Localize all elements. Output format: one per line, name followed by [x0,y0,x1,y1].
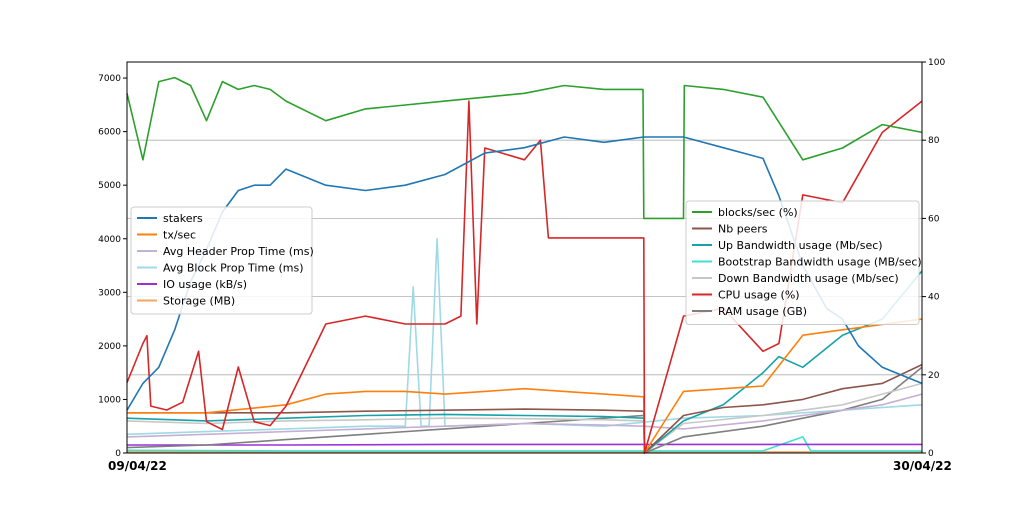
right-tick-label: 60 [928,214,940,224]
x-start-label: 09/04/22 [108,459,167,473]
series-line-io-usage-kb-s [127,443,922,446]
legend-box [685,200,920,325]
right-tick-label: 100 [928,58,945,68]
right-tick-label: 0 [928,449,934,459]
left-tick-label: 4000 [98,235,121,245]
left-tick-label: 0 [115,449,121,459]
left-tick-label: 2000 [98,342,121,352]
legend-entry-label: Avg Block Prop Time (ms) [163,262,304,275]
legend-entry-label: Bootstrap Bandwidth usage (MB/sec) [718,256,922,269]
series-line-blocks-sec [126,76,923,220]
legend-entry-label: Nb peers [718,223,768,236]
series-line-avg-block-prop-time-ms [126,238,923,436]
legend-entry-label: stakers [163,212,203,225]
series-line-tx-sec [127,318,923,454]
legend-entry-label: Up Bandwidth usage (Mb/sec) [718,239,883,252]
legend-entry-label: Storage (MB) [163,295,235,308]
legend-right: blocks/sec (%) Nb peers Up Bandwidth usage… [685,200,922,325]
legend-entry-label: blocks/sec (%) [718,206,798,219]
right-tick-label: 20 [928,371,940,381]
series-line-avg-header-prop-time-ms [126,393,923,438]
legend-entry-label: RAM usage (GB) [718,305,807,318]
legend-left: stakers tx/sec Avg Header Prop Time (ms) Av… [130,206,314,315]
legend-entry-label: Down Bandwidth usage (Mb/sec) [718,272,899,285]
left-tick-label: 6000 [98,128,121,138]
right-tick-label: 80 [928,136,940,146]
left-tick-label: 1000 [98,395,121,405]
legend-box [130,206,313,315]
right-axis-ticks: 0 20 40 60 80 100 [922,58,945,459]
plot-frame [126,61,923,454]
left-tick-label: 7000 [98,74,121,84]
left-axis-ticks: 0 1000 2000 3000 4000 5000 6000 7000 [98,74,127,459]
right-tick-label: 40 [928,293,940,303]
legend-entry-label: IO usage (kB/s) [163,278,247,291]
series-line-bootstrap-bandwidth-usage-mb-sec [126,436,922,452]
legend-entry-label: CPU usage (%) [718,289,800,302]
x-end-label: 30/04/22 [893,459,952,473]
left-tick-label: 5000 [98,181,121,191]
left-tick-label: 3000 [98,288,121,298]
legend-entry-label: tx/sec [163,229,196,242]
legend-entry-label: Avg Header Prop Time (ms) [163,245,314,258]
